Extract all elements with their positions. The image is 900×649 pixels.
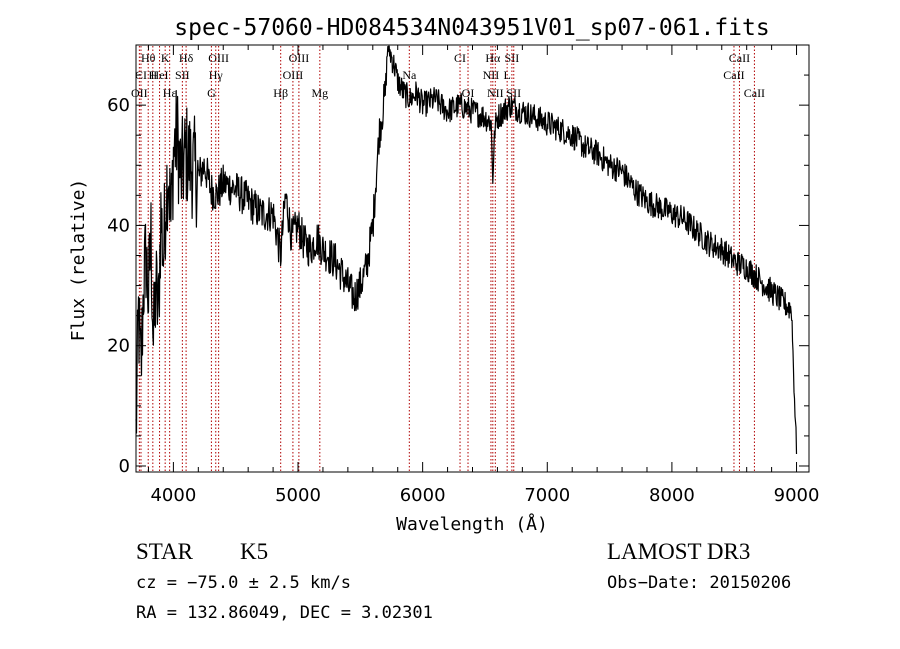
line-marker-label: HeI (151, 68, 169, 82)
x-tick-label: 9000 (774, 485, 820, 506)
line-marker-label: Hγ (209, 68, 224, 82)
line-marker-label: SII (505, 51, 520, 65)
x-axis-label: Wavelength (Å) (396, 513, 548, 535)
line-marker-label: Hδ (179, 51, 194, 65)
survey-name: LAMOST DR3 (607, 539, 751, 564)
y-tick-label: 0 (119, 456, 130, 477)
x-tick-label: 8000 (649, 485, 695, 506)
line-marker-label: Hθ (141, 51, 156, 65)
line-marker-label: OII (131, 86, 148, 100)
line-marker-label: G (207, 86, 216, 100)
redshift-line: cz = −75.0 ± 2.5 km/s (136, 573, 351, 593)
flux-series-line (135, 45, 798, 455)
y-tick-label: 60 (107, 95, 130, 116)
line-marker-label: OIII (289, 51, 310, 65)
x-tick-label: 4000 (150, 485, 196, 506)
x-tick-label: 5000 (275, 485, 321, 506)
line-marker-label: Hα (485, 51, 501, 65)
line-marker-label: Na (402, 68, 417, 82)
line-marker-label: CaII (729, 51, 750, 65)
chart-title: spec-57060-HD084534N043951V01_sp07-061.f… (174, 15, 769, 41)
line-marker-label: CI (454, 51, 466, 65)
y-axis-ticks: 0 20 40 60 (107, 44, 809, 477)
line-marker-label: SII (175, 68, 190, 82)
line-marker-label: SII (506, 86, 521, 100)
line-marker-label: K (161, 51, 170, 65)
line-marker-label: Mg (311, 86, 328, 100)
line-marker-label: CaII (723, 68, 744, 82)
line-marker-label: OIII (283, 68, 304, 82)
x-tick-label: 6000 (400, 485, 446, 506)
spectral-subclass: K5 (240, 539, 269, 564)
line-marker-label: L (503, 68, 510, 82)
obs-date: Obs−Date: 20150206 (607, 573, 792, 593)
line-marker-label: Hβ (273, 86, 288, 100)
object-type: STAR (136, 539, 193, 564)
line-marker-label: Hε (163, 86, 177, 100)
line-marker-label: H (148, 68, 157, 82)
line-marker-label: CaII (744, 86, 765, 100)
line-marker-label: NII (487, 86, 504, 100)
y-axis-label: Flux (relative) (68, 179, 89, 342)
y-tick-label: 20 (107, 336, 130, 357)
line-marker-label: OIII (208, 51, 229, 65)
x-tick-label: 7000 (524, 485, 570, 506)
y-tick-label: 40 (107, 215, 130, 236)
line-marker-label: OI (462, 86, 475, 100)
x-axis-ticks: 4000 5000 6000 7000 8000 9000 (147, 45, 820, 506)
line-marker-label: NII (483, 68, 500, 82)
coordinates: RA = 132.86049, DEC = 3.02301 (136, 603, 433, 623)
